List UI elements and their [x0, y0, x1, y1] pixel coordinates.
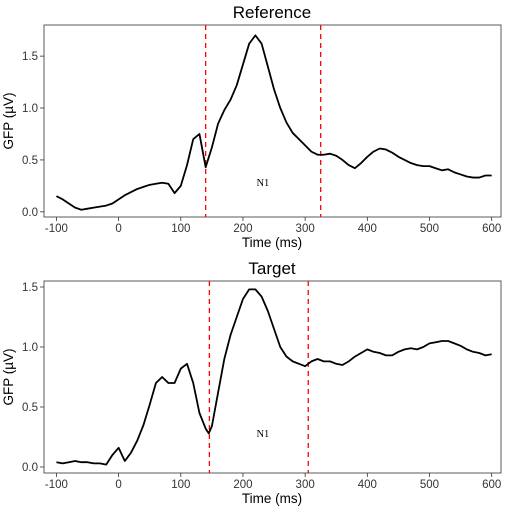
reference-vlines [205, 25, 322, 217]
target-x-axis-label: Time (ms) [242, 491, 302, 506]
reference-gfp-line [56, 34, 492, 211]
target-x-tick-label: 500 [420, 479, 439, 491]
reference-x-tick-label: 200 [233, 223, 252, 235]
reference-x-axis-label: Time (ms) [242, 235, 302, 250]
target-x-tick-label: 600 [482, 479, 501, 491]
reference-panel: Reference -100 0 100 200 300 400 500 600 0.0 0.5… [1, 3, 502, 250]
reference-x-tick-label: 600 [482, 223, 501, 235]
reference-plot-frame [43, 24, 502, 218]
target-y-axis-label: GFP (µV) [1, 348, 16, 405]
target-panel: Target -100 0 100 200 300 400 500 600 0.0 0.5 1.0… [1, 259, 502, 506]
target-y-tick-label: 1.5 [22, 282, 38, 294]
target-x-tick-label: 300 [296, 479, 315, 491]
reference-x-tick-label: 100 [171, 223, 190, 235]
target-y-ticks: 0.0 0.5 1.0 1.5 [22, 282, 44, 474]
reference-x-tick-label: 400 [358, 223, 377, 235]
reference-y-tick-label: 0.0 [22, 207, 38, 219]
reference-x-tick-label: 300 [296, 223, 315, 235]
reference-x-tick-label: 0 [115, 223, 121, 235]
target-x-tick-label: 200 [233, 479, 252, 491]
target-y-tick-label: 0.5 [22, 402, 38, 414]
target-x-tick-label: -100 [45, 479, 68, 491]
target-y-tick-label: 0.0 [22, 462, 38, 474]
target-x-ticks: -100 0 100 200 300 400 500 600 [45, 473, 501, 491]
reference-n1-label: N1 [256, 178, 269, 189]
target-x-tick-label: 0 [115, 479, 121, 491]
reference-y-tick-label: 1.0 [22, 103, 38, 115]
reference-y-tick-label: 0.5 [22, 155, 38, 167]
target-y-tick-label: 1.0 [22, 342, 38, 354]
reference-x-tick-label: -100 [45, 223, 68, 235]
reference-title: Reference [233, 3, 311, 22]
reference-y-ticks: 0.0 0.5 1.0 1.5 [22, 51, 44, 219]
target-gfp-line [56, 288, 492, 466]
target-vlines [208, 281, 309, 473]
reference-y-tick-label: 1.5 [22, 51, 38, 63]
reference-y-axis-label: GFP (µV) [1, 92, 16, 149]
reference-x-tick-label: 500 [420, 223, 439, 235]
target-title: Target [248, 259, 296, 278]
target-n1-label: N1 [256, 429, 269, 440]
target-plot-frame [43, 280, 502, 474]
target-x-tick-label: 100 [171, 479, 190, 491]
target-x-tick-label: 400 [358, 479, 377, 491]
reference-x-ticks: -100 0 100 200 300 400 500 600 [45, 217, 501, 235]
